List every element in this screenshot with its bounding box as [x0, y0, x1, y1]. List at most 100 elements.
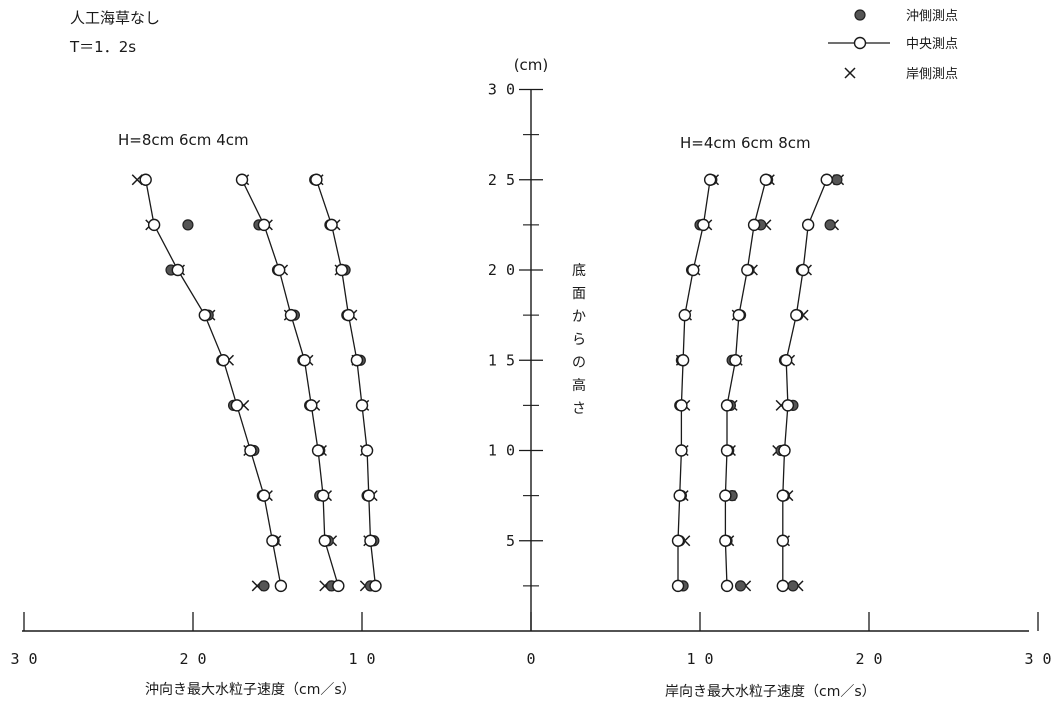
legend-label-1: 中央測点 — [906, 37, 958, 52]
profile-line-onshore-H4 — [677, 179, 711, 586]
offshore-point-onshore-H8 — [831, 174, 843, 186]
central-point-offshore-H6 — [316, 489, 330, 502]
profile-line-onshore-H6 — [724, 179, 767, 586]
central-point-onshore-H8 — [820, 173, 833, 186]
central-point-onshore-H8 — [779, 354, 793, 367]
central-point-offshore-H6 — [284, 308, 298, 322]
profile-line-offshore-H4 — [315, 179, 377, 586]
central-point-offshore-H4 — [360, 444, 374, 457]
y-tick-label-1: 1 0 — [488, 442, 515, 460]
condition-notes: 人工海草なし T＝1．2s — [69, 9, 160, 56]
central-point-offshore-H4 — [364, 534, 377, 547]
y-tick-label-5: 3 0 — [488, 81, 515, 99]
offshore-point-onshore-H6 — [734, 580, 747, 592]
profile-line-offshore-H6 — [241, 179, 339, 587]
y-axis-label-char: の — [572, 355, 586, 371]
central-point-onshore-H8 — [790, 308, 803, 322]
central-point-onshore-H4 — [671, 534, 685, 547]
x-tick-label-3: 0 — [526, 650, 535, 668]
central-point-onshore-H8 — [776, 579, 790, 593]
data-markers — [131, 173, 845, 593]
central-point-offshore-H8 — [198, 308, 212, 322]
central-point-offshore-H4 — [369, 579, 382, 593]
legend-label-0: 沖側測点 — [906, 9, 958, 24]
central-point-onshore-H4 — [673, 489, 686, 502]
offshore-point-offshore-H8 — [182, 219, 194, 231]
central-point-offshore-H8 — [244, 444, 257, 457]
y-axis-label-char: 底 — [572, 263, 586, 279]
y-axis-unit: (cm) — [514, 56, 549, 74]
x-axis-label-onshore: 岸向き最大水粒子速度（cm／s） — [665, 684, 876, 700]
y-tick-label-0: 5 — [506, 532, 515, 550]
central-point-offshore-H4 — [325, 218, 338, 232]
central-point-onshore-H6 — [720, 444, 734, 457]
central-point-onshore-H4 — [687, 263, 700, 277]
y-tick-label-2: 1 5 — [488, 351, 515, 369]
central-point-offshore-H8 — [139, 173, 152, 186]
offshore-point-onshore-H8 — [824, 219, 836, 231]
central-point-onshore-H6 — [729, 354, 742, 367]
central-point-onshore-H8 — [801, 218, 815, 232]
legend-offshore-marker — [854, 9, 866, 21]
x-tick-label-0: 3 0 — [10, 650, 37, 668]
central-point-offshore-H8 — [171, 263, 184, 277]
central-point-onshore-H4 — [697, 218, 710, 232]
central-point-offshore-H6 — [272, 263, 286, 277]
offshore-point-offshore-H8 — [258, 580, 270, 592]
central-point-onshore-H6 — [759, 173, 773, 186]
y-axis-label: 底面からの高さ — [572, 263, 586, 417]
x-tick-label-5: 2 0 — [855, 650, 882, 668]
central-point-offshore-H4 — [310, 173, 323, 186]
x-tick-label-6: 3 0 — [1024, 650, 1051, 668]
central-point-offshore-H4 — [350, 354, 364, 367]
offshore-point-onshore-H8 — [787, 580, 799, 592]
central-point-offshore-H4 — [342, 308, 355, 322]
y-axis-label-char: か — [572, 309, 586, 325]
central-point-offshore-H6 — [305, 399, 318, 412]
central-point-offshore-H6 — [311, 444, 325, 457]
central-point-onshore-H4 — [703, 173, 717, 186]
group-label-right: H=4cm 6cm 8cm — [680, 134, 811, 152]
tick-labels: 3 0 2 0 1 0 0 1 0 2 0 3 0 5 1 0 1 5 2 0 2 5 3 0 — [10, 81, 1051, 669]
profile-line-offshore-H8 — [145, 179, 282, 587]
legend-central-marker — [853, 36, 867, 50]
central-point-offshore-H8 — [266, 534, 279, 547]
central-point-onshore-H4 — [675, 399, 688, 412]
central-point-onshore-H4 — [676, 354, 690, 367]
central-point-onshore-H6 — [719, 489, 732, 502]
y-axis-label-char: ら — [572, 332, 586, 348]
central-point-offshore-H8 — [217, 354, 230, 367]
central-point-onshore-H4 — [675, 444, 688, 457]
central-point-onshore-H6 — [719, 534, 732, 547]
central-point-offshore-H8 — [274, 579, 288, 593]
group-label-left: H=8cm 6cm 4cm — [118, 131, 249, 149]
central-point-offshore-H6 — [235, 173, 249, 186]
note-no-seaweed: 人工海草なし — [70, 9, 160, 27]
central-point-onshore-H8 — [796, 263, 810, 277]
profile-line-onshore-H8 — [782, 179, 828, 586]
central-point-offshore-H6 — [257, 218, 271, 232]
y-tick-label-4: 2 5 — [488, 171, 515, 189]
central-point-offshore-H6 — [318, 534, 332, 547]
y-tick-label-3: 2 0 — [488, 261, 515, 279]
central-point-onshore-H4 — [678, 308, 691, 322]
central-point-offshore-H8 — [257, 489, 271, 502]
y-axis-label-char: 面 — [572, 286, 586, 302]
central-point-onshore-H6 — [720, 579, 734, 593]
central-point-onshore-H6 — [732, 308, 746, 322]
x-tick-label-2: 1 0 — [348, 650, 375, 668]
central-point-offshore-H4 — [355, 399, 369, 412]
central-point-offshore-H6 — [332, 579, 345, 593]
central-point-offshore-H6 — [298, 354, 311, 367]
tick-marks — [23, 88, 1039, 631]
y-axis-label-char: 高 — [572, 377, 586, 394]
profile-lines — [145, 179, 828, 587]
x-axis-label-offshore: 沖向き最大水粒子速度（cm／s） — [145, 682, 356, 698]
central-point-offshore-H8 — [147, 218, 161, 232]
central-point-offshore-H4 — [362, 489, 375, 502]
central-point-offshore-H4 — [335, 263, 348, 277]
central-point-onshore-H8 — [776, 489, 790, 502]
note-wave-period: T＝1．2s — [69, 38, 136, 56]
